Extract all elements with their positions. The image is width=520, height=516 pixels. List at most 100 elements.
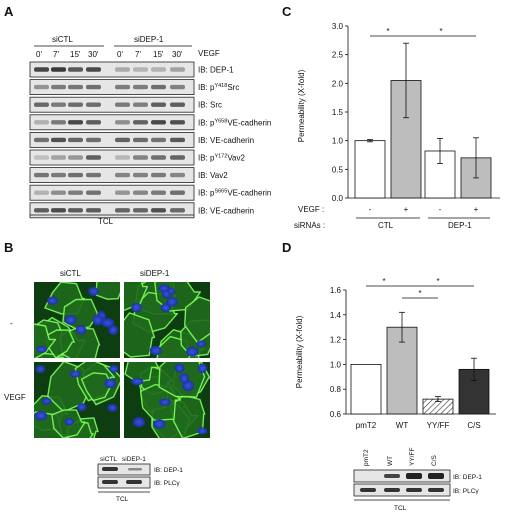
chart-d-bars	[350, 311, 490, 415]
blot-a-band	[68, 84, 83, 90]
blot-d-lane-3: C/S	[431, 455, 438, 467]
bar-ctl-	[354, 140, 386, 199]
blot-a-band	[133, 102, 148, 107]
blot-a-label-3: IB: pY658VE-cadherin	[198, 118, 271, 127]
blot-d-lane-0: pmT2	[363, 449, 370, 466]
sig-star: *	[386, 27, 389, 36]
blot-a-row-2	[29, 96, 195, 113]
blot-a-band	[34, 155, 49, 160]
timepoint-2: 15'	[70, 50, 81, 59]
blot-a-band	[34, 137, 49, 143]
blot-a-band	[133, 155, 148, 160]
blot-a-band	[34, 172, 49, 178]
blot-a-band	[115, 84, 130, 90]
chart-c-group-ctl: CTL	[378, 221, 394, 230]
blot-a-band	[133, 190, 148, 195]
y-tick-label: 0.6	[330, 410, 342, 419]
blot-a-band	[170, 155, 185, 160]
y-tick-label: 1.0	[330, 360, 342, 369]
sig-star: *	[436, 277, 439, 286]
blot-a-band	[115, 137, 130, 143]
blot-a-band	[68, 67, 83, 72]
vegf-mark-0: -	[369, 205, 372, 214]
blot-d-band-plc-4	[428, 488, 444, 492]
chart-d-ylabel: Permeability (X-fold)	[295, 315, 304, 388]
blot-a-band	[68, 120, 83, 125]
chart-d-categories: pmT2 WT YY/FF C/S	[356, 421, 481, 430]
chart-c-bars	[354, 42, 492, 199]
blot-d-band-plc-2	[384, 488, 400, 492]
timepoint-6: 15'	[153, 50, 164, 59]
category-label-3: C/S	[467, 421, 480, 430]
vegf-mark-1: +	[404, 205, 409, 214]
blot-a-band	[34, 84, 49, 90]
panel-label-c: C	[282, 4, 292, 19]
chart-d-significance: * * *	[366, 277, 474, 299]
blot-a-band	[86, 84, 101, 90]
panel-b-western-blot: siCTL siDEP-1 IB: DEP-1 IB: PLCγ TCL	[97, 456, 183, 503]
blot-a-band	[86, 67, 101, 72]
chart-c-ylabel: Permeability (X-fold)	[297, 69, 306, 142]
blot-a-label-4: IB: VE-cadherin	[198, 136, 254, 145]
blot-a-band	[34, 67, 49, 72]
blot-a-band	[68, 137, 83, 143]
blot-a-band	[34, 208, 49, 213]
blot-a-band	[151, 190, 166, 195]
timepoint-4: 0'	[117, 50, 123, 59]
blot-a-band	[115, 208, 130, 213]
blot-a-band	[115, 67, 130, 72]
panel-d-western-blot: pmT2 WT YY/FF C/S IB: DEP-1 IB: PLCγ TCL	[353, 448, 482, 512]
blot-a-band	[115, 102, 130, 107]
micro-image-0	[34, 282, 120, 358]
blot-a-band	[170, 137, 185, 143]
timepoint-0: 0'	[36, 50, 42, 59]
timepoint-3: 30'	[88, 50, 99, 59]
blot-a-band	[86, 190, 101, 195]
bar-pmt2	[350, 363, 382, 415]
category-label-0: pmT2	[356, 421, 377, 430]
blot-a-band	[68, 190, 83, 195]
blot-a-band	[68, 155, 83, 160]
micro-image-3	[124, 362, 210, 438]
blot-a-band	[68, 172, 83, 178]
blot-a-band	[68, 208, 83, 213]
sig-star: *	[382, 277, 385, 286]
blot-b-lane-sidep1: siDEP-1	[122, 456, 146, 463]
blot-a-band	[133, 67, 148, 72]
chart-c-sirna-row: siRNAs :	[294, 221, 325, 230]
blot-d-band-yyff	[406, 473, 422, 479]
blot-a-row-0	[29, 61, 195, 78]
timepoint-1: 7'	[53, 50, 59, 59]
category-label-1: WT	[396, 421, 409, 430]
blot-d-row-dep1-strip	[353, 469, 451, 483]
blot-b-row-plc: IB: PLCγ	[154, 480, 180, 487]
micro-col-sictl: siCTL	[60, 269, 81, 278]
y-tick-label: 1.0	[332, 137, 344, 146]
blot-a-band	[170, 120, 185, 125]
blot-b-band-1	[102, 467, 118, 471]
blot-a-label-8: IB: VE-cadherin	[198, 206, 254, 215]
blot-a-band	[151, 102, 166, 107]
chart-c-vegf-row: VEGF :	[298, 205, 324, 214]
vegf-mark-2: -	[439, 205, 442, 214]
blot-a-band	[133, 172, 148, 178]
blot-a-band	[51, 190, 66, 195]
y-tick-label: 0.0	[332, 194, 344, 203]
group-label-sidep1: siDEP-1	[134, 35, 164, 44]
sig-star: *	[418, 289, 421, 298]
panel-a-western-blot: siCTL siDEP-1 0' 7' 15' 30' 0' 7' 15' 30' VEGF …	[29, 35, 271, 226]
y-tick-label: 1.6	[330, 286, 342, 295]
blot-a-band	[115, 172, 130, 178]
blot-d-band-plc-3	[406, 488, 422, 492]
blot-a-band	[151, 67, 166, 72]
microscopy-images	[34, 282, 210, 438]
blot-a-band	[115, 190, 130, 195]
blot-a-band	[51, 155, 66, 160]
blot-a-label-6: IB: Vav2	[198, 171, 228, 180]
blot-a-label-2: IB: Src	[198, 101, 222, 110]
blot-b-band-4	[126, 480, 142, 484]
chart-c: Permeability (X-fold) 0.0 0.5 1.0 1.5 2.0 2.5…	[294, 22, 500, 230]
bar-wt	[386, 326, 418, 415]
blot-a-label-7: IB: pS665VE-cadherin	[198, 189, 271, 198]
blot-d-row-plc: IB: PLCγ	[453, 488, 479, 495]
